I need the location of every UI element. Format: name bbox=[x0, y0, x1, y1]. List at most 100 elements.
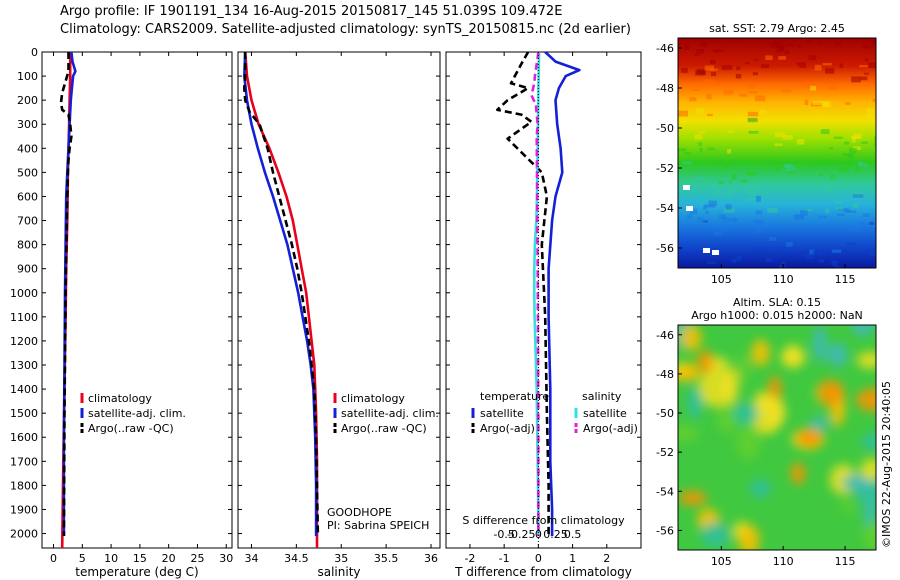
salinity-difference-axis-label: S difference from climatology bbox=[462, 514, 625, 527]
sst-texture-cell bbox=[835, 41, 842, 47]
sst-texture-cell bbox=[777, 183, 788, 188]
sst-texture-cell bbox=[799, 65, 806, 68]
sla-anomaly-blob bbox=[860, 458, 876, 481]
sst-texture-cell bbox=[828, 188, 834, 192]
sla-anomaly-blob bbox=[751, 339, 770, 367]
depth-tick-label: 1600 bbox=[10, 431, 38, 444]
sla-anomaly-blob bbox=[678, 369, 702, 382]
sst-texture-cell bbox=[853, 194, 864, 198]
sst-texture-cell bbox=[829, 147, 833, 150]
map-lat-label: -56 bbox=[656, 524, 674, 537]
sst-texture-cell bbox=[706, 261, 717, 264]
sst-texture-cell bbox=[756, 229, 763, 233]
sla-map-frame bbox=[677, 324, 877, 551]
difference-temperature-satellite-line bbox=[544, 51, 581, 536]
sla-anomaly-blob bbox=[795, 428, 823, 448]
sst-texture-cell bbox=[808, 55, 817, 61]
sst-texture-cell bbox=[695, 108, 704, 114]
sst-texture-cell bbox=[731, 173, 737, 180]
sla-anomaly-blob bbox=[813, 325, 827, 363]
sst-texture-cell bbox=[818, 259, 825, 263]
sst-texture-cell bbox=[819, 182, 829, 188]
sst-texture-cell bbox=[818, 215, 827, 219]
sst-missing-cell bbox=[712, 250, 719, 255]
sla-anomaly-blob bbox=[851, 325, 874, 336]
sst-texture-cell bbox=[774, 143, 783, 146]
sla-anomaly-blob bbox=[717, 404, 737, 434]
sst-texture-cell bbox=[739, 93, 747, 97]
map-lat-label: -54 bbox=[656, 202, 674, 215]
sst-texture-cell bbox=[739, 179, 748, 184]
depth-tick-label: 700 bbox=[17, 215, 38, 228]
sst-texture-cell bbox=[727, 149, 732, 154]
x-tick-label: 25 bbox=[190, 552, 204, 565]
sst-texture-cell bbox=[704, 204, 716, 208]
annotation-0: GOODHOPE bbox=[327, 506, 392, 519]
sst-texture-cell bbox=[717, 159, 721, 166]
sst-texture-cell bbox=[694, 53, 700, 56]
sst-texture-cell bbox=[831, 249, 842, 253]
x-tick-label: 30 bbox=[219, 552, 233, 565]
sst-texture-cell bbox=[722, 217, 728, 223]
sst-texture-cell bbox=[781, 261, 786, 265]
sla-map-title-0: Altim. SLA: 0.15 bbox=[733, 296, 821, 309]
sst-texture-cell bbox=[847, 154, 854, 159]
sst-texture-cell bbox=[752, 72, 758, 76]
sst-texture-cell bbox=[736, 66, 741, 70]
sla-anomaly-blob bbox=[782, 344, 804, 365]
sst-texture-cell bbox=[718, 214, 726, 219]
legend-label-salinity-argo: Argo(-adj) bbox=[583, 422, 638, 435]
salinity-axes-frame bbox=[237, 51, 441, 549]
depth-tick-label: 800 bbox=[17, 239, 38, 252]
sst-missing-cell bbox=[683, 185, 690, 190]
sla-anomaly-blob bbox=[700, 522, 730, 548]
sst-texture-cell bbox=[853, 117, 859, 120]
legend-label-climatology: climatology bbox=[88, 392, 152, 405]
x-tick-label: 35.5 bbox=[374, 552, 399, 565]
x-tick-label: 10 bbox=[104, 552, 118, 565]
sla-anomaly-blob bbox=[735, 425, 761, 460]
sst-texture-cell bbox=[825, 68, 835, 74]
sst-texture-cell bbox=[687, 214, 693, 219]
x-tick-label: 5 bbox=[79, 552, 86, 565]
sst-texture-cell bbox=[796, 62, 806, 66]
sst-texture-cell bbox=[803, 81, 809, 87]
sst-texture-cell bbox=[724, 208, 735, 213]
sst-texture-cell bbox=[853, 146, 861, 150]
salinity-difference-tick-label: -0.5 bbox=[493, 528, 514, 541]
depth-tick-label: 400 bbox=[17, 142, 38, 155]
sst-texture-cell bbox=[797, 44, 802, 48]
sst-texture-cell bbox=[755, 195, 761, 202]
salinity-difference-tick-label: 0 bbox=[535, 528, 542, 541]
sst-texture-cell bbox=[815, 118, 825, 122]
map-lon-label: 105 bbox=[711, 273, 732, 286]
sst-map-field bbox=[678, 38, 876, 268]
sst-texture-cell bbox=[785, 165, 795, 172]
sst-texture-cell bbox=[804, 209, 813, 212]
sst-texture-cell bbox=[857, 161, 863, 166]
sst-texture-cell bbox=[874, 136, 876, 142]
sst-texture-cell bbox=[699, 147, 703, 153]
sst-map-panel: sat. SST: 2.79 Argo: 2.45 105 110 115 -46 -48… bbox=[656, 22, 877, 286]
x-tick-label: 34.5 bbox=[284, 552, 309, 565]
sst-map-title-0: sat. SST: 2.79 Argo: 2.45 bbox=[709, 22, 845, 35]
legend-label-temperature-argo: Argo(-adj) bbox=[480, 422, 535, 435]
sst-texture-cell bbox=[769, 237, 777, 241]
sst-texture-cell bbox=[765, 55, 773, 60]
sst-texture-cell bbox=[761, 181, 769, 184]
map-lat-label: -46 bbox=[656, 42, 674, 55]
sst-texture-cell bbox=[778, 56, 786, 60]
sst-texture-cell bbox=[862, 45, 874, 49]
sst-texture-cell bbox=[874, 142, 876, 147]
difference-temperature-argo-line bbox=[495, 51, 550, 536]
sst-texture-cell bbox=[755, 210, 763, 215]
temperature-panel: 0 5 10 15 20 25 30 temperature (deg C) 0 100 200 30… bbox=[10, 46, 233, 579]
sst-texture-cell bbox=[794, 117, 799, 122]
sst-texture-cell bbox=[862, 213, 871, 217]
depth-tick-label: 1900 bbox=[10, 503, 38, 516]
sst-texture-cell bbox=[774, 132, 786, 138]
sst-texture-cell bbox=[869, 39, 876, 43]
sst-texture-cell bbox=[822, 63, 832, 66]
depth-tick-label: 1100 bbox=[10, 311, 38, 324]
sst-texture-cell bbox=[684, 45, 690, 50]
